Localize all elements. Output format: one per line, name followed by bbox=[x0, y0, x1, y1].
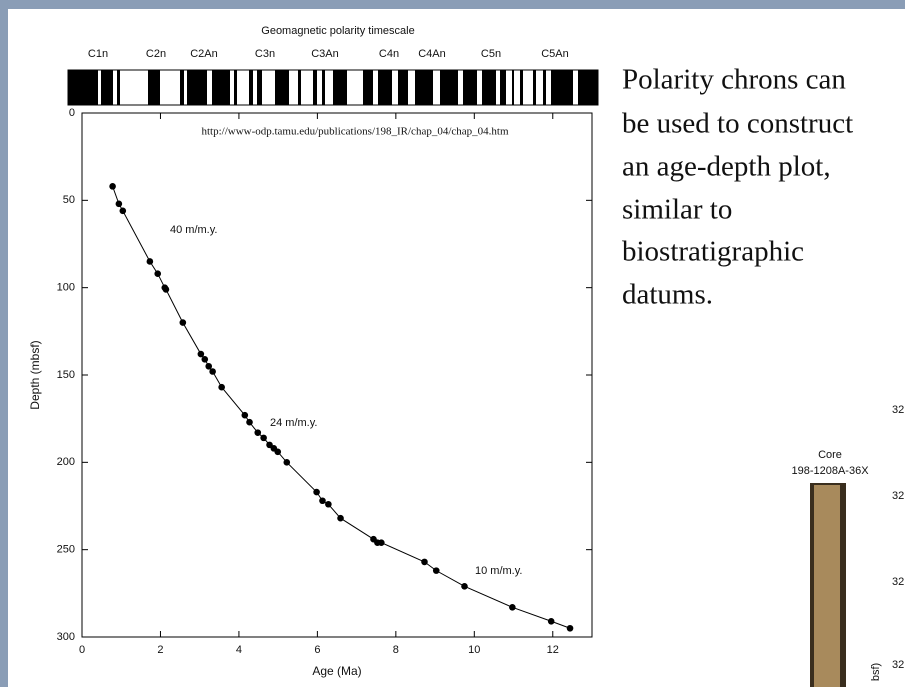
core-axis-label: bsf) bbox=[870, 663, 882, 681]
slide-text-line: be used to construct bbox=[622, 108, 853, 140]
x-tick-label: 8 bbox=[393, 644, 399, 656]
data-point bbox=[461, 583, 468, 590]
core-axis-fragment: 32 bbox=[892, 490, 904, 502]
data-point bbox=[319, 497, 326, 505]
data-point bbox=[201, 355, 209, 363]
slide-text-line: datums. bbox=[622, 279, 713, 311]
core-figure: Core 198-1208A-36X 32 32 32 32 bsf) bbox=[791, 404, 904, 687]
data-point bbox=[197, 350, 205, 358]
chron-label: C2n bbox=[146, 48, 166, 60]
data-point bbox=[254, 429, 262, 436]
data-point bbox=[115, 200, 123, 208]
data-point bbox=[119, 207, 127, 215]
data-point bbox=[179, 319, 187, 326]
data-point bbox=[378, 539, 385, 546]
plot-frame bbox=[81, 112, 593, 638]
core-axis-fragment: 32 bbox=[892, 576, 904, 588]
y-tick-label: 0 bbox=[69, 107, 75, 119]
data-point bbox=[109, 183, 116, 190]
y-axis-label: Depth (mbsf) bbox=[28, 340, 42, 409]
y-tick-label: 250 bbox=[57, 544, 75, 556]
data-point bbox=[218, 383, 225, 391]
y-tick-label: 100 bbox=[57, 282, 75, 294]
data-point bbox=[432, 567, 440, 574]
annotation: 24 m/m.y. bbox=[270, 417, 317, 429]
side-text: Polarity chrons can be used to construct a… bbox=[622, 64, 853, 311]
x-tick-label: 0 bbox=[79, 644, 85, 656]
y-tick-label: 300 bbox=[57, 631, 75, 643]
timescale-bands bbox=[68, 70, 598, 105]
chron-label: C4An bbox=[418, 48, 446, 60]
annotation: 10 m/m.y. bbox=[475, 565, 522, 577]
x-tick-label: 10 bbox=[468, 644, 480, 656]
y-tick-label: 50 bbox=[63, 194, 75, 206]
core-axis-fragment: 32 bbox=[892, 659, 904, 671]
core-axis-fragment: 32 bbox=[892, 404, 904, 416]
y-tick-label: 150 bbox=[57, 369, 75, 381]
slide-text-line: similar to bbox=[622, 194, 732, 226]
chart: Geomagnetic polarity timescale http://ww… bbox=[28, 25, 904, 687]
x-axis-label: Age (Ma) bbox=[312, 664, 361, 678]
core-photo bbox=[814, 485, 840, 687]
data-point bbox=[509, 604, 516, 611]
chron-label: C1n bbox=[88, 48, 108, 60]
data-point bbox=[337, 514, 344, 522]
y-tick-label: 200 bbox=[57, 456, 75, 468]
timescale-title: Geomagnetic polarity timescale bbox=[261, 25, 414, 37]
source-url: http://www-odp.tamu.edu/publications/198… bbox=[201, 126, 508, 138]
data-point bbox=[547, 617, 555, 625]
data-point bbox=[246, 418, 253, 426]
chron-label: C5n bbox=[481, 48, 501, 60]
chron-label: C2An bbox=[190, 48, 218, 60]
data-point bbox=[325, 500, 332, 508]
annotation: 40 m/m.y. bbox=[170, 224, 217, 236]
chron-label: C3n bbox=[255, 48, 275, 60]
chart-group: Geomagnetic polarity timescale http://ww… bbox=[28, 25, 599, 678]
data-point bbox=[146, 258, 154, 265]
data-point bbox=[205, 362, 213, 370]
data-point bbox=[274, 448, 282, 456]
data-point bbox=[283, 459, 291, 466]
trend-line bbox=[112, 186, 571, 629]
data-point bbox=[162, 286, 170, 293]
data-point bbox=[566, 624, 574, 632]
x-tick-label: 2 bbox=[157, 644, 163, 656]
slide: Geomagnetic polarity timescale http://ww… bbox=[8, 9, 905, 687]
x-tick-label: 4 bbox=[236, 644, 242, 656]
slide-text-line: Polarity chrons can bbox=[622, 64, 846, 96]
data-point bbox=[313, 488, 320, 496]
data-point bbox=[260, 434, 267, 442]
slide-text-line: an age-depth plot, bbox=[622, 151, 831, 183]
chron-label: C5An bbox=[541, 48, 569, 60]
data-point bbox=[209, 368, 216, 375]
core-title: Core bbox=[818, 449, 842, 461]
data-point bbox=[421, 558, 428, 566]
x-tick-label: 12 bbox=[547, 644, 559, 656]
slide-text-line: biostratigraphic bbox=[622, 236, 804, 268]
data-point bbox=[154, 270, 162, 277]
chron-label: C3An bbox=[311, 48, 339, 60]
core-id: 198-1208A-36X bbox=[791, 465, 869, 477]
x-tick-label: 6 bbox=[314, 644, 320, 656]
chron-label: C4n bbox=[379, 48, 399, 60]
data-point bbox=[241, 411, 249, 419]
